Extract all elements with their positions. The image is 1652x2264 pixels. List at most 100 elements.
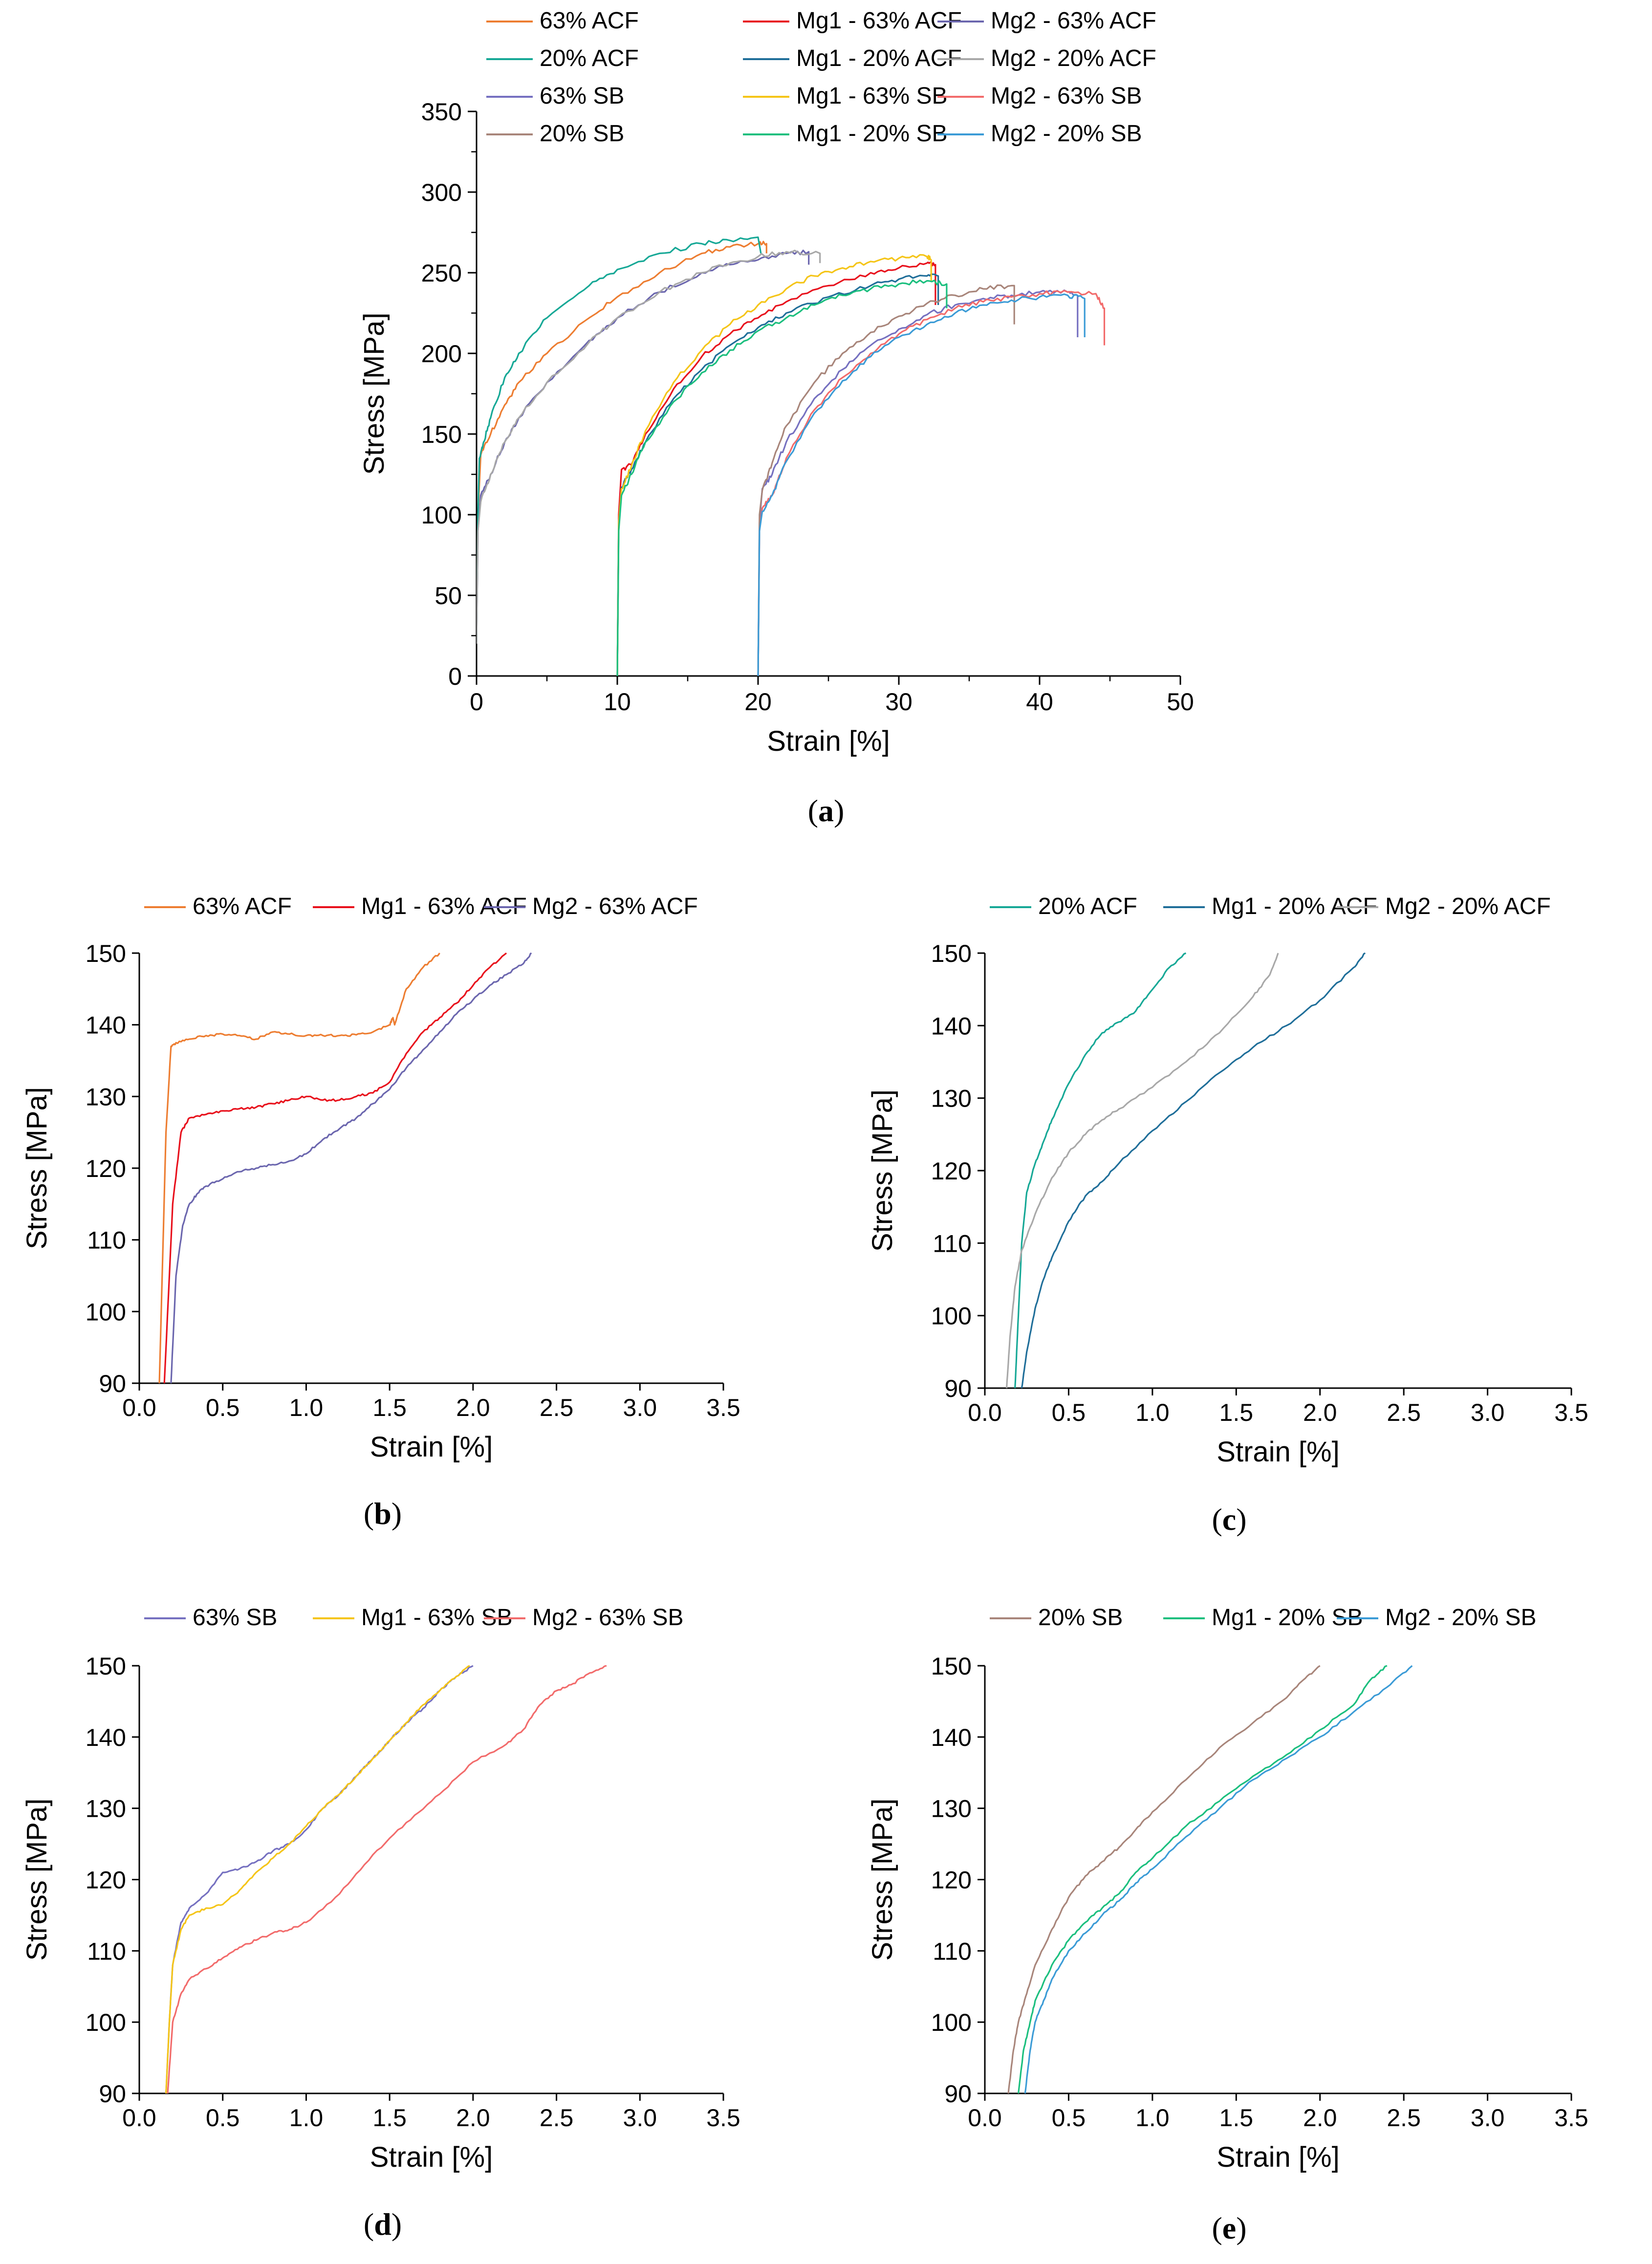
x-tick-label: 3.5: [706, 2104, 740, 2132]
legend-label: Mg2 - 63% SB: [532, 1605, 683, 1631]
x-tick-label: 10: [604, 688, 631, 716]
x-axis-label: Strain [%]: [1217, 1436, 1339, 1468]
series-line-mg2-20-sb: [757, 293, 1086, 676]
series-line-mg2-63-sb: [757, 289, 1106, 676]
y-tick-label: 120: [931, 1157, 972, 1185]
legend-label: 63% ACF: [540, 8, 639, 34]
x-tick-label: 1.0: [289, 1394, 324, 1421]
legend: 20% SB Mg1 - 20% SB Mg2 - 20% SB: [990, 1605, 1536, 1631]
y-tick-label: 110: [933, 1230, 972, 1257]
x-tick-label: 3.0: [623, 1394, 657, 1421]
x-axis-label: Strain [%]: [767, 725, 890, 757]
x-tick-label: 2.0: [1303, 1399, 1337, 1426]
legend-label: 20% ACF: [540, 45, 639, 71]
y-tick-label: 150: [86, 940, 126, 967]
y-tick-label: 130: [86, 1083, 126, 1110]
chart-panel-c: 0.0 0.5 1.0 1.5 2.0 2.5 3.0 3.5 90 100 110 120 130 14…: [867, 893, 1588, 1537]
series-line-20-acf: [477, 236, 762, 644]
y-tick-label: 0: [448, 663, 462, 690]
y-tick-label: 140: [931, 1724, 972, 1751]
legend-label: Mg2 - 63% SB: [991, 83, 1142, 109]
y-tick-label: 110: [933, 1937, 972, 1965]
caption-paren-close: ): [391, 2207, 402, 2242]
x-tick-label: 2.0: [1303, 2104, 1337, 2132]
y-tick-label: 150: [931, 1653, 972, 1680]
y-tick-label: 120: [86, 1155, 126, 1182]
y-tick-label: 140: [86, 1012, 126, 1039]
x-tick-label: 0.0: [968, 2104, 1002, 2132]
x-tick-label: 3.0: [1471, 2104, 1505, 2132]
caption-paren-open: (: [1212, 2211, 1222, 2245]
y-tick-label: 90: [944, 1375, 972, 1402]
legend: 63% ACF Mg1 - 63% ACF Mg2 - 63% ACF: [144, 893, 698, 919]
x-axis-label: Strain [%]: [370, 2141, 493, 2173]
x-tick-label: 0.5: [1052, 2104, 1086, 2132]
x-tick-label: 20: [744, 688, 772, 716]
y-tick-label: 140: [931, 1012, 972, 1040]
x-tick-label: 3.0: [623, 2104, 657, 2132]
x-tick-label: 1.5: [1219, 2104, 1254, 2132]
y-axis-label: Stress [MPa]: [358, 313, 390, 475]
caption-paren-close: ): [1236, 1502, 1246, 1537]
caption-letter: c: [1222, 1502, 1236, 1537]
series-line-63-sb: [757, 289, 1079, 676]
caption-paren-open: (: [364, 2207, 374, 2242]
legend-label: 20% SB: [540, 121, 624, 147]
caption-paren-open: (: [1212, 1502, 1222, 1537]
x-tick-label: 3.5: [1554, 1399, 1588, 1426]
legend-label: Mg2 - 20% ACF: [991, 45, 1156, 71]
y-tick-label: 120: [931, 1867, 972, 1894]
x-tick-label: 3.5: [706, 1394, 740, 1421]
x-tick-label: 2.0: [456, 1394, 490, 1421]
series-line-mg1-20-acf: [1021, 952, 1366, 1389]
y-tick-label: 100: [86, 2009, 126, 2036]
series-line-mg1-20-sb: [1018, 1665, 1388, 2094]
x-tick-label: 0.5: [206, 2104, 240, 2132]
caption-paren-open: (: [364, 1496, 374, 1531]
legend-label: 63% SB: [193, 1605, 277, 1631]
series-group: [477, 236, 1106, 676]
series-line-mg2-20-acf: [477, 249, 821, 644]
series-line-mg1-63-acf: [163, 952, 507, 1384]
y-tick-label: 100: [931, 2009, 972, 2036]
legend-label: Mg1 - 63% SB: [796, 83, 947, 109]
y-tick-label: 130: [931, 1795, 972, 1823]
x-tick-label: 0: [470, 688, 483, 716]
chart-panel-d: 0.0 0.5 1.0 1.5 2.0 2.5 3.0 3.5 90 100 110 120 130 14…: [21, 1605, 740, 2242]
caption-letter: d: [374, 2207, 391, 2242]
chart-panel-b: 0.0 0.5 1.0 1.5 2.0 2.5 3.0 3.5 90 100 110 120 130 14…: [21, 893, 740, 1531]
x-tick-label: 3.5: [1554, 2104, 1588, 2132]
y-tick-label: 150: [931, 940, 972, 967]
series-line-mg1-63-sb: [616, 254, 932, 676]
y-tick-label: 90: [99, 2080, 126, 2108]
caption-letter: a: [818, 793, 834, 828]
series-line-mg1-20-sb: [616, 279, 948, 676]
legend-label: Mg1 - 20% SB: [796, 121, 947, 147]
series-line-63-acf: [477, 240, 767, 644]
y-tick-label: 110: [87, 1227, 126, 1254]
legend-label: Mg2 - 63% ACF: [532, 893, 698, 919]
legend-label: 63% SB: [540, 83, 624, 109]
legend-label: 20% SB: [1038, 1605, 1123, 1631]
x-axis-label: Strain [%]: [370, 1431, 493, 1463]
series-group: [158, 952, 532, 1384]
x-tick-label: 1.5: [372, 1394, 407, 1421]
series-line-63-sb: [165, 1665, 474, 2094]
y-axis-label: Stress [MPa]: [867, 1089, 898, 1252]
legend-label: Mg2 - 63% ACF: [991, 8, 1156, 34]
panel-caption: (d): [364, 2207, 402, 2242]
series-group: [165, 1665, 607, 2094]
caption-letter: b: [374, 1496, 391, 1531]
legend-label: Mg1 - 20% ACF: [796, 45, 962, 71]
y-axis-label: Stress [MPa]: [21, 1799, 53, 1961]
caption-paren-close: ): [1236, 2211, 1246, 2245]
series-line-mg2-63-sb: [167, 1665, 607, 2094]
chart-panel-a: 0 10 20 30 40 50 0 50 100 150 200 250 300 350 Strain […: [358, 8, 1194, 828]
legend: 63% SB Mg1 - 63% SB Mg2 - 63% SB: [144, 1605, 683, 1631]
caption-paren-close: ): [834, 793, 844, 828]
y-tick-label: 100: [421, 501, 462, 529]
x-tick-label: 40: [1026, 688, 1053, 716]
x-tick-label: 2.5: [1387, 1399, 1421, 1426]
series-group: [1006, 952, 1366, 1389]
